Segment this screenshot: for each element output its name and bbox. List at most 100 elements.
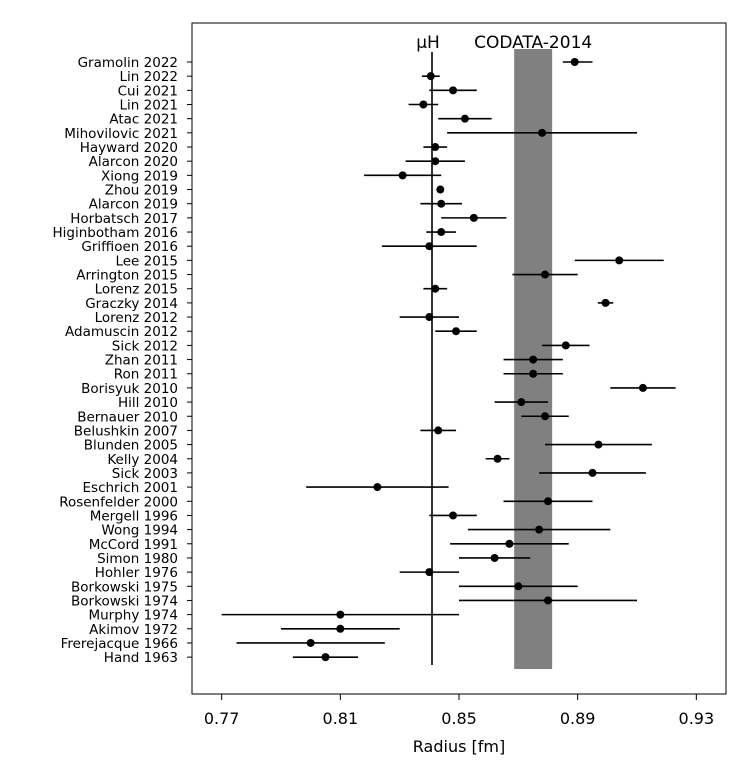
measurement bbox=[364, 171, 442, 180]
points-layer bbox=[221, 58, 676, 662]
data-point bbox=[336, 610, 345, 619]
measurement bbox=[485, 454, 510, 463]
plot-frame bbox=[191, 22, 727, 695]
ticks-layer: 0.77 0.81 0.85 0.89 0.93 bbox=[204, 694, 714, 728]
measurement bbox=[450, 539, 569, 548]
measurement bbox=[399, 313, 459, 322]
y-tick-label: Simon 1980 bbox=[97, 551, 178, 567]
data-point bbox=[452, 327, 461, 336]
y-tick-label: Hohler 1976 bbox=[95, 565, 178, 581]
measurement bbox=[539, 468, 646, 477]
y-tick-label: Gramolin 2022 bbox=[78, 55, 178, 71]
measurement bbox=[420, 426, 457, 435]
data-point bbox=[469, 213, 478, 222]
measurement bbox=[292, 653, 359, 662]
measurement bbox=[459, 582, 578, 591]
y-tick-label: Horbatsch 2017 bbox=[70, 211, 178, 227]
y-tick-label: Bernauer 2010 bbox=[77, 409, 178, 425]
x-tick-label: 0.77 bbox=[204, 709, 240, 728]
y-tick-label: Mergell 1996 bbox=[90, 508, 178, 524]
y-tick-label: Belushkin 2007 bbox=[74, 423, 178, 439]
data-point bbox=[517, 398, 526, 407]
data-point bbox=[493, 454, 502, 463]
measurement bbox=[521, 412, 569, 421]
y-tick-label: Higinbotham 2016 bbox=[52, 225, 178, 241]
measurement bbox=[503, 355, 563, 364]
data-point bbox=[436, 185, 445, 194]
codata-label: CODATA-2014 bbox=[474, 33, 592, 53]
data-point bbox=[321, 653, 330, 662]
data-point bbox=[535, 525, 544, 534]
y-tick-label: Borkowski 1974 bbox=[71, 593, 178, 609]
data-point bbox=[306, 638, 315, 647]
measurement bbox=[503, 497, 593, 506]
measurement bbox=[429, 511, 477, 520]
data-point bbox=[544, 497, 552, 506]
x-tick-label: 0.93 bbox=[679, 709, 715, 728]
measurement bbox=[503, 369, 563, 378]
y-tick-label: Alarcon 2020 bbox=[89, 154, 178, 170]
y-tick-label: Borisyuk 2010 bbox=[81, 381, 178, 397]
measurement bbox=[542, 341, 590, 350]
measurement bbox=[426, 228, 457, 237]
data-point bbox=[460, 114, 469, 123]
y-tick-label: Blunden 2005 bbox=[84, 438, 178, 454]
measurement bbox=[436, 185, 445, 194]
mu-h-label: μH bbox=[416, 33, 440, 53]
y-tick-label: Xiong 2019 bbox=[101, 168, 178, 184]
y-tick-label: Borkowski 1975 bbox=[71, 579, 178, 595]
data-point bbox=[437, 199, 446, 208]
data-point bbox=[425, 242, 434, 251]
data-point bbox=[425, 568, 434, 577]
measurement bbox=[423, 143, 448, 152]
data-point bbox=[588, 468, 597, 477]
measurement bbox=[459, 596, 637, 605]
y-tick-label: Graczky 2014 bbox=[85, 296, 178, 312]
measurement bbox=[435, 327, 477, 336]
measurement bbox=[610, 383, 676, 392]
y-tick-label: McCord 1991 bbox=[89, 537, 178, 553]
y-tick-label: Hand 1963 bbox=[104, 650, 178, 666]
y-tick-label: Griffioen 2016 bbox=[81, 239, 178, 255]
data-point bbox=[373, 483, 382, 492]
y-tick-label: Kelly 2004 bbox=[107, 452, 178, 468]
data-point bbox=[505, 539, 514, 548]
data-point bbox=[449, 511, 458, 520]
data-point bbox=[541, 412, 550, 421]
data-point bbox=[541, 270, 550, 279]
measurement bbox=[381, 242, 477, 251]
data-point bbox=[490, 553, 499, 562]
x-tick-label: 0.85 bbox=[441, 709, 477, 728]
measurement bbox=[429, 86, 477, 95]
measurement bbox=[221, 610, 459, 619]
data-point bbox=[398, 171, 407, 180]
y-tick-label: Lin 2021 bbox=[120, 98, 178, 114]
y-tick-label: Eschrich 2001 bbox=[83, 480, 178, 496]
y-tick-label: Alarcon 2019 bbox=[89, 197, 178, 213]
y-tick-label: Lin 2022 bbox=[120, 69, 178, 85]
data-point bbox=[431, 143, 440, 152]
measurement bbox=[545, 440, 652, 449]
y-tick-label: Lee 2015 bbox=[115, 253, 178, 269]
x-axis-label: Radius [fm] bbox=[413, 737, 505, 756]
measurement bbox=[306, 483, 449, 492]
measurement bbox=[467, 525, 611, 534]
data-point bbox=[529, 369, 538, 378]
measurement bbox=[420, 199, 462, 208]
data-point bbox=[538, 128, 547, 137]
y-tick-label: Murphy 1974 bbox=[88, 608, 178, 624]
measurement bbox=[597, 298, 614, 307]
data-point bbox=[615, 256, 624, 265]
measurement bbox=[281, 624, 400, 633]
data-point bbox=[570, 58, 579, 66]
measurement bbox=[574, 256, 664, 265]
y-tick-label: Arrington 2015 bbox=[76, 268, 178, 284]
y-tick-label: Zhou 2019 bbox=[105, 183, 178, 199]
measurement bbox=[423, 284, 448, 293]
y-tick-label: Akimov 1972 bbox=[89, 622, 178, 638]
y-tick-label: Zhan 2011 bbox=[105, 353, 178, 369]
measurement bbox=[562, 58, 593, 66]
